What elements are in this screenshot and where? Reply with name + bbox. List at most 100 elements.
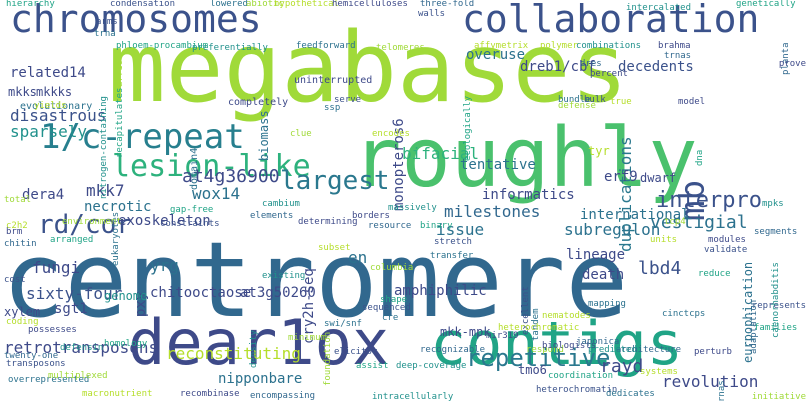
word: defense	[558, 101, 596, 111]
word: intercalated	[626, 3, 692, 13]
word: completely	[228, 97, 289, 108]
word: homology	[104, 339, 148, 349]
word: sparsely	[10, 122, 88, 141]
word: ssp	[324, 103, 341, 113]
word: three-fold	[420, 0, 475, 9]
word: heterochromatic	[498, 323, 580, 333]
word: segments	[754, 227, 798, 237]
word: mpks	[762, 199, 784, 209]
word: related14	[10, 65, 86, 81]
word: validate	[704, 245, 748, 255]
word: polymer	[540, 41, 578, 51]
word: shape	[380, 295, 408, 305]
word: sgt1	[54, 301, 88, 317]
word: tcp4	[664, 217, 686, 227]
word: arr16	[115, 59, 125, 87]
word: binary	[420, 221, 453, 231]
word: ecologically	[463, 95, 473, 161]
word: intracellularly	[372, 392, 454, 402]
word: coordination	[548, 371, 614, 381]
word: units	[650, 235, 678, 245]
word: nitrogen-containing	[99, 96, 109, 199]
word: arms	[96, 17, 118, 27]
word: minimum	[288, 333, 326, 343]
word: overrepresented	[8, 375, 90, 385]
word: initiative	[751, 392, 806, 402]
word: genetically	[736, 0, 796, 9]
word: uninterrupted	[294, 75, 373, 86]
word: combinations	[576, 41, 642, 51]
word: chitooctaose	[150, 285, 252, 301]
word: chromosomes	[10, 0, 262, 41]
word: telomeres	[376, 43, 425, 53]
word: at3g50260	[240, 285, 316, 301]
word: elicitor	[334, 347, 378, 357]
word: modules	[708, 235, 746, 245]
word: bifacial	[402, 144, 480, 163]
word: domain4	[189, 147, 200, 190]
word: lbd4	[638, 258, 682, 279]
word: mkk-mpk	[440, 325, 491, 339]
word: overuse	[466, 47, 526, 63]
word: dedicates	[606, 389, 655, 399]
word: serve	[334, 95, 362, 105]
word: at4g36900	[182, 166, 280, 187]
word: tyr	[588, 144, 610, 158]
word: rd/cor	[38, 210, 132, 240]
word: architecture	[616, 345, 682, 355]
word: issue	[436, 220, 485, 239]
word: multiplexed	[48, 371, 108, 381]
word: mkk7	[86, 181, 125, 200]
word: decedents	[618, 59, 694, 75]
word: revolution	[662, 372, 759, 391]
word: represents	[751, 301, 806, 311]
word: heterochromatin	[536, 385, 618, 395]
word: dear1ox	[128, 306, 390, 379]
word: preferentially	[192, 43, 268, 53]
word: dera4	[22, 187, 65, 203]
word: twenty-one	[4, 351, 59, 361]
word: caenorhabditis	[771, 262, 781, 338]
word: mkks	[8, 85, 37, 99]
word: cinctcps	[662, 309, 706, 319]
word: bundle	[558, 95, 591, 105]
word: 1/c-repeat	[40, 117, 245, 157]
word: informatics	[482, 187, 575, 203]
word: contigs	[430, 309, 683, 379]
word: phloem-procambium	[116, 41, 209, 51]
word: evolutionary	[20, 101, 93, 112]
word: dres	[580, 59, 602, 69]
word: subregulon	[564, 220, 661, 239]
word: existing	[262, 271, 306, 281]
word: percent	[590, 69, 628, 79]
word: genome	[104, 289, 148, 303]
word: dreb1/cbf	[520, 59, 596, 75]
word: fungi	[32, 258, 81, 277]
word: cost	[4, 275, 26, 285]
word: milestones	[444, 202, 541, 221]
word: rnas	[717, 380, 727, 402]
word: hemicelluloses	[332, 0, 408, 9]
word: respond	[526, 345, 564, 355]
word: adaptation	[749, 299, 759, 354]
word: density	[249, 330, 259, 368]
word: bulk	[584, 95, 606, 105]
word: yields	[34, 101, 67, 111]
word: clue	[290, 129, 312, 139]
word: total	[4, 195, 32, 205]
word: nipponbare	[218, 371, 303, 387]
word: model	[678, 97, 706, 107]
word: elements	[250, 211, 294, 221]
word: hypothetical	[274, 0, 340, 9]
word: borders	[352, 211, 390, 221]
word: mir319	[486, 331, 519, 341]
word: subset	[318, 243, 351, 253]
word: massively	[388, 203, 437, 213]
word: columbia	[370, 263, 414, 273]
word: stretch	[434, 237, 472, 247]
word: collaboration	[462, 0, 760, 41]
word: sequenced	[362, 303, 411, 313]
word: prove	[778, 59, 806, 69]
word: lineage	[566, 247, 626, 263]
word: wox14	[192, 184, 241, 203]
